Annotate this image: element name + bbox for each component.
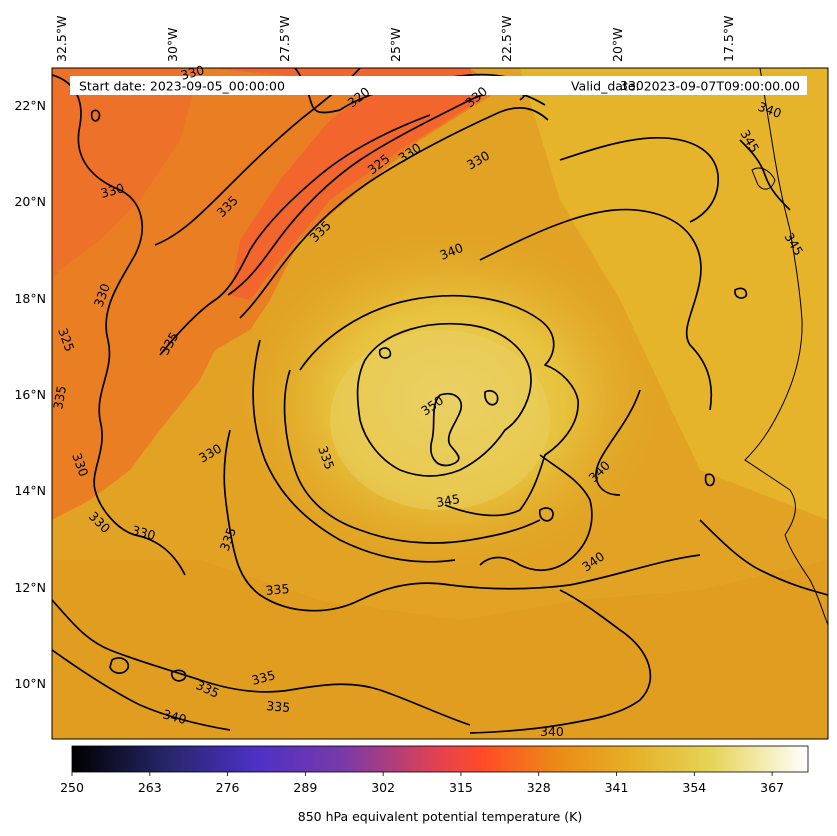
contour-335-a	[154, 68, 361, 246]
colorbar-tick-label: 263	[138, 780, 162, 795]
contour-340-d	[252, 339, 456, 563]
contour-345-c	[739, 139, 791, 211]
contour-330-a	[239, 107, 549, 319]
contour-340-g	[469, 589, 652, 734]
contour-350	[430, 392, 463, 467]
field-inner-core	[330, 330, 550, 510]
contour-345-b	[356, 322, 532, 477]
lat-label: 10°N	[14, 676, 46, 691]
coastline-island	[751, 167, 776, 190]
colorbar-tick-label: 328	[527, 780, 551, 795]
contour-label: 335	[250, 667, 277, 688]
contour-345-a	[299, 294, 579, 517]
lon-label: 30°W	[165, 27, 180, 62]
contour-blob-1	[109, 657, 130, 674]
colorbar: 250 263 276 289 302 315 328 341 354 367 850 hPa e…	[60, 745, 809, 824]
field-dry-west	[52, 68, 500, 520]
contour-335-b	[159, 114, 431, 356]
colorbar-tick-label: 354	[682, 780, 706, 795]
contour-label: 335	[265, 581, 290, 598]
header-box	[70, 76, 807, 95]
colorbar-tick-label: 341	[605, 780, 629, 795]
contour-340-c	[283, 369, 541, 544]
contour-335-d	[52, 599, 471, 726]
contour-340-e	[479, 454, 593, 572]
contour-blob-4	[378, 347, 392, 359]
contour-blob-2	[170, 669, 187, 682]
contour-340-b	[559, 137, 719, 223]
lat-label: 16°N	[14, 387, 46, 402]
map-field	[52, 68, 828, 739]
colorbar-gradient	[71, 745, 809, 773]
contour-label: 330	[99, 180, 126, 201]
lon-label: 17.5°W	[721, 16, 736, 62]
colorbar-tick-label: 367	[760, 780, 784, 795]
colorbar-tick-label: 315	[449, 780, 473, 795]
lon-label: 20°W	[610, 27, 625, 62]
lon-label: 25°W	[388, 27, 403, 62]
lon-label: 22.5°W	[499, 16, 514, 62]
contour-340-a	[479, 208, 713, 411]
lon-label: 27.5°W	[277, 16, 292, 62]
lat-label: 22°N	[14, 98, 46, 113]
field-south-band	[52, 560, 828, 739]
coastline-africa	[744, 68, 828, 626]
contour-blob-6	[538, 507, 554, 522]
colorbar-label: 850 hPa equivalent potential temperature…	[298, 809, 582, 824]
contour-label: 340	[540, 724, 564, 739]
lon-axis: 32.5°W 30°W 27.5°W 25°W 22.5°W 20°W 17.5…	[54, 16, 736, 62]
contour-blob-7	[704, 473, 715, 487]
contour-label: 340	[161, 706, 188, 727]
contour-340-f	[595, 389, 641, 496]
contour-330-b	[52, 74, 186, 576]
contour-335-c	[223, 429, 701, 612]
contour-label: 330	[130, 522, 157, 543]
lon-label: 32.5°W	[54, 16, 69, 62]
lat-label: 20°N	[14, 194, 46, 209]
lat-label: 12°N	[14, 580, 46, 595]
colorbar-ticks: 250 263 276 289 302 315 328 341 354 367	[60, 772, 784, 795]
colorbar-tick-label: 302	[371, 780, 395, 795]
colorbar-tick-label: 250	[60, 780, 84, 795]
contour-340-h	[699, 519, 828, 596]
contour-label: 330	[179, 62, 206, 83]
contour-340-i	[52, 649, 231, 731]
map-frame	[51, 67, 829, 740]
contour-label: 335	[266, 698, 291, 715]
start-date-label: Start date: 2023-09-05_00:00:00	[79, 79, 285, 94]
lat-label: 18°N	[14, 291, 46, 306]
contour-label: 330	[620, 78, 644, 93]
coastline	[744, 68, 828, 626]
contour-blob-3	[90, 109, 101, 122]
colorbar-tick-label: 276	[216, 780, 240, 795]
colorbar-tick-label: 289	[293, 780, 317, 795]
contour-lines	[52, 68, 828, 734]
field-ne-warm	[520, 68, 828, 520]
lat-axis: 22°N 20°N 18°N 16°N 14°N 12°N 10°N	[14, 98, 46, 691]
lat-label: 14°N	[14, 483, 46, 498]
contour-blob-5	[484, 389, 499, 406]
contour-label: 335	[50, 384, 69, 410]
field-dry-northwest	[52, 68, 200, 280]
valid-date-label: Valid_date: 2023-09-07T09:00:00.00	[571, 79, 800, 94]
contour-label: 345	[435, 491, 461, 510]
contour-blob-8	[734, 287, 748, 299]
